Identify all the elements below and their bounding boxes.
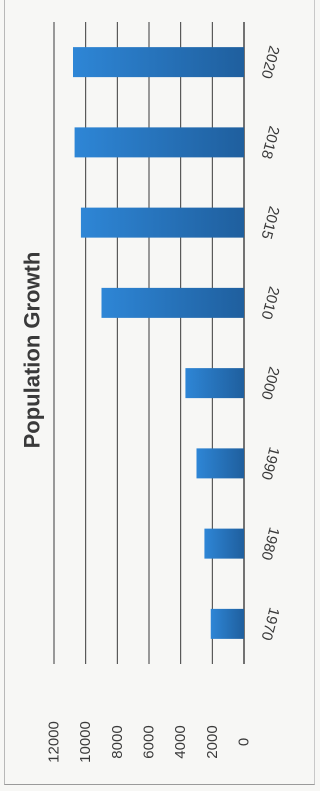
y-tick-label: 8000 — [109, 725, 126, 758]
bar — [80, 207, 245, 238]
category-label: 2010 — [257, 285, 282, 322]
category-label: 1990 — [257, 445, 282, 482]
bar — [101, 287, 244, 318]
y-tick-label: 2000 — [204, 725, 221, 758]
y-tick-label: 4000 — [172, 725, 189, 758]
y-tick-label: 10000 — [77, 721, 94, 763]
bar — [73, 47, 244, 78]
category-label: 1980 — [257, 525, 282, 562]
y-tick-label: 6000 — [141, 725, 158, 758]
category-label: 2018 — [257, 124, 282, 161]
bar — [204, 528, 244, 559]
page-frame — [4, 0, 315, 785]
category-label: 2020 — [257, 44, 282, 81]
y-tick-label: 12000 — [46, 721, 63, 763]
category-label: 1970 — [257, 606, 282, 643]
bar — [210, 608, 244, 639]
category-label: 2015 — [257, 204, 282, 241]
bar — [74, 127, 244, 158]
category-label: 2000 — [257, 365, 282, 402]
bar — [196, 448, 244, 479]
bar — [185, 368, 244, 399]
y-tick-label: 0 — [236, 738, 253, 746]
